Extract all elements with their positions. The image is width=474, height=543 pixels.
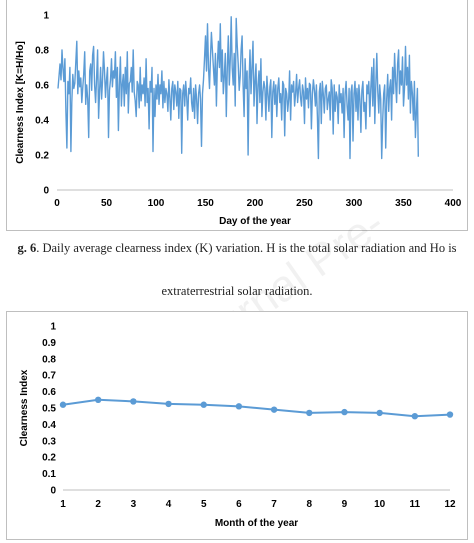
monthly-data-point xyxy=(376,409,383,417)
y-tick-label: 0.3 xyxy=(42,436,56,447)
y-tick-label: 0.6 xyxy=(42,387,56,398)
x-tick-label: 150 xyxy=(197,198,214,209)
y-tick-label: 0.6 xyxy=(35,81,49,92)
y-tick-label: 0 xyxy=(43,186,49,197)
monthly-clearness-chart: 1 2 3 4 5 6 7 8 9 10 11 1200.10.20.30.40.50.60.70.8… xyxy=(19,322,456,530)
daily-clearness-chart: 0 50 100 150 200 250 300 350 400 0 0.2 0.4 0.6 0.8 1 Da… xyxy=(15,11,462,228)
y-tick-label: 0.4 xyxy=(35,116,49,127)
monthly-data-point xyxy=(130,398,137,405)
monthly-data-point xyxy=(411,413,419,420)
x-tick-label: 4 xyxy=(166,499,172,510)
monthly-data-point xyxy=(94,396,102,403)
y-tick-label: 0.9 xyxy=(42,338,56,349)
x-axis-title: Month of the year xyxy=(215,518,298,529)
monthly-series-line xyxy=(62,398,451,418)
monthly-data-point xyxy=(446,411,454,418)
daily-clearness-chart-panel: 0 50 100 150 200 250 300 350 400 0 0.2 0.4 0.6 0.8 1 Da… xyxy=(6,0,468,231)
x-tick-label: 8 xyxy=(306,499,312,510)
y-tick-label: 0.7 xyxy=(42,371,56,382)
figure-caption-text: . Daily average clearness index (K) vari… xyxy=(36,241,457,255)
monthly-data-point xyxy=(165,400,172,408)
y-tick-label: 0.4 xyxy=(42,420,56,431)
x-tick-label: 12 xyxy=(444,499,456,510)
x-tick-label: 7 xyxy=(271,499,277,510)
monthly-data-point xyxy=(59,401,67,408)
x-tick-label: 400 xyxy=(445,198,462,209)
monthly-data-point xyxy=(270,406,278,413)
x-tick-label: 0 xyxy=(54,198,60,209)
figure-caption-label: g. 6 xyxy=(17,241,37,255)
y-tick-label: 0.1 xyxy=(42,469,56,480)
x-tick-label: 10 xyxy=(374,499,386,510)
x-axis-title: Day of the year xyxy=(219,216,291,227)
x-tick-label: 9 xyxy=(342,499,348,510)
x-tick-label: 1 xyxy=(60,499,66,510)
monthly-clearness-chart-panel: 1 2 3 4 5 6 7 8 9 10 11 12 0 0.1 0.2 0.3 0.4 0.5 0.6 0.7 0.8… xyxy=(6,311,468,540)
daily-series-line xyxy=(57,16,419,160)
y-tick-label: 1 xyxy=(43,11,49,22)
y-tick-label: 0.8 xyxy=(42,354,56,365)
x-tick-label: 3 xyxy=(131,499,137,510)
x-tick-label: 100 xyxy=(148,198,165,209)
monthly-data-point xyxy=(200,401,207,408)
y-tick-label: 1 xyxy=(50,322,56,333)
figure-caption-line1: g. 6. Daily average clearness index (K) … xyxy=(0,239,474,258)
x-tick-label: 200 xyxy=(247,198,264,209)
y-tick-label: 0.8 xyxy=(35,46,49,57)
x-tick-label: 5 xyxy=(201,499,207,510)
y-tick-label: 0 xyxy=(50,486,56,497)
y-axis-title: Clearness Index xyxy=(19,369,30,446)
x-tick-label: 6 xyxy=(236,499,242,510)
x-tick-label: 2 xyxy=(95,499,101,510)
monthly-data-point xyxy=(306,409,313,417)
y-tick-label: 0.5 xyxy=(42,404,56,415)
monthly-data-point xyxy=(235,403,243,410)
figure-caption-line2: extraterrestrial solar radiation. xyxy=(161,284,313,298)
x-tick-label: 11 xyxy=(410,499,421,510)
x-tick-label: 300 xyxy=(346,198,363,209)
x-tick-label: 50 xyxy=(101,198,113,209)
y-axis-title: Clearness Index [K=H/Ho] xyxy=(15,41,26,164)
x-tick-label: 350 xyxy=(395,198,412,209)
y-tick-label: 0.2 xyxy=(42,453,56,464)
monthly-data-point xyxy=(341,408,348,416)
y-tick-label: 0.2 xyxy=(35,151,49,162)
x-tick-label: 250 xyxy=(296,198,313,209)
